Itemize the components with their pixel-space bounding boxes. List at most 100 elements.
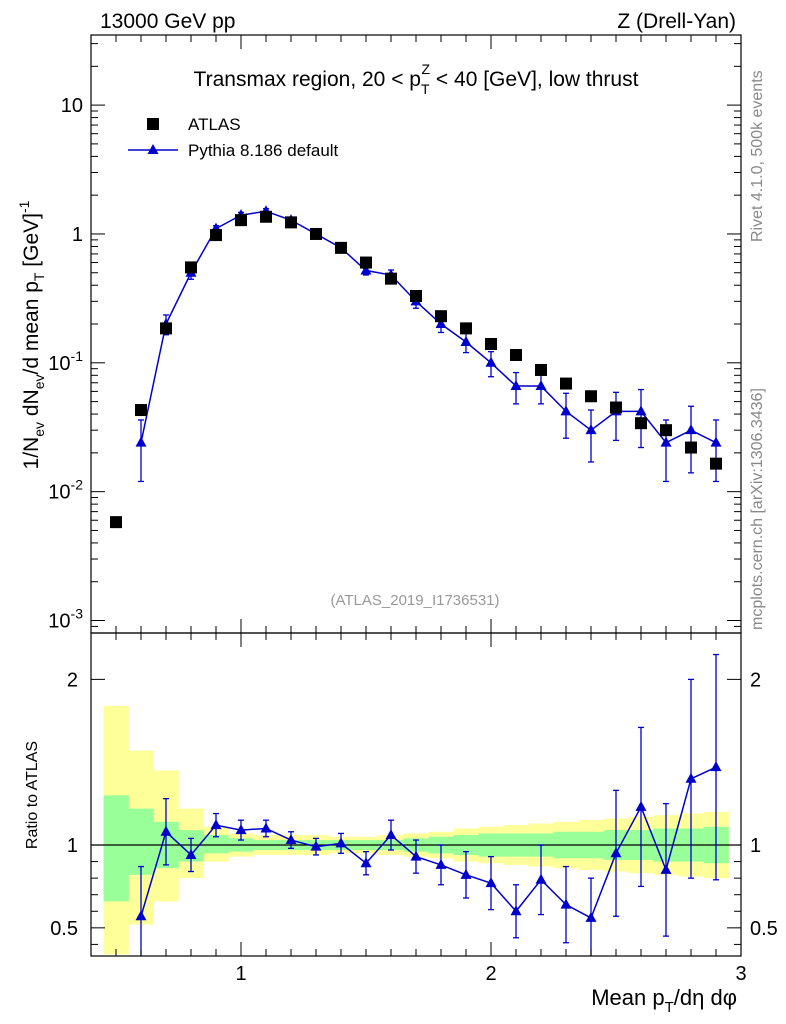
main-ytick-base: 1 <box>72 224 83 246</box>
ratio-point <box>435 858 447 869</box>
header-left: 13000 GeV pp <box>100 10 235 33</box>
ratio-xtick-label: 3 <box>735 963 746 985</box>
pythia-point <box>135 436 147 447</box>
ylabel-c-sub: T <box>31 272 47 281</box>
ratio-frame <box>90 632 742 957</box>
ratio-point <box>485 877 497 888</box>
legend: ATLAS Pythia 8.186 default <box>128 115 339 160</box>
atlas-point <box>460 322 472 335</box>
pythia-point <box>635 405 647 416</box>
ratio-green-band <box>103 795 129 902</box>
atlas-point <box>360 256 372 269</box>
ratio-ytick-label-left: 2 <box>67 669 78 691</box>
atlas-point <box>385 272 397 285</box>
ratio-green-band <box>128 808 154 875</box>
ratio-point <box>510 905 522 916</box>
ratio-point <box>135 910 147 921</box>
main-ytick-label: 1 <box>72 224 83 246</box>
main-ytick-base: 10 <box>48 353 70 375</box>
ratio-point <box>685 772 697 783</box>
ratio-point <box>560 898 572 909</box>
ratio-point <box>335 837 347 848</box>
pythia-point <box>685 424 697 435</box>
ratio-point <box>635 800 647 811</box>
ratio-point <box>710 761 722 772</box>
pythia-point <box>535 380 547 391</box>
atlas-point <box>110 516 122 529</box>
atlas-point <box>260 210 272 223</box>
title-pre: Transmax region, 20 < p <box>194 68 421 91</box>
legend-pythia-label: Pythia 8.186 default <box>188 141 339 160</box>
pythia-point <box>560 405 572 416</box>
ratio-point <box>535 873 547 884</box>
atlas-point <box>535 363 547 376</box>
ratio-point <box>610 847 622 858</box>
ratio-ylabel: Ratio to ATLAS <box>24 741 41 849</box>
atlas-point <box>660 424 672 437</box>
main-ytick-exp: -1 <box>71 348 84 364</box>
main-ytick-label: 10-3 <box>48 606 83 633</box>
ratio-xtick-label: 1 <box>235 963 246 985</box>
atlas-point <box>310 227 322 240</box>
ratio-point <box>385 829 397 840</box>
atlas-point <box>185 261 197 274</box>
ratio-point <box>285 834 297 845</box>
legend-atlas-marker <box>147 118 159 130</box>
xlabel-a: Mean p <box>591 985 664 1010</box>
ratio-point <box>210 819 222 830</box>
atlas-point <box>610 401 622 414</box>
atlas-point <box>635 417 647 430</box>
main-ytick-base: 10 <box>61 95 83 117</box>
main-title: Transmax region, 20 < pTZ < 40 [GeV], lo… <box>194 61 639 97</box>
main-ytick-label: 10-1 <box>48 348 83 375</box>
legend-atlas-label: ATLAS <box>188 115 241 134</box>
ylabel-d-sup: -1 <box>16 200 32 213</box>
ratio-ytick-label-right: 2 <box>750 669 761 691</box>
ratio-panel: 0.5 0.5 1 1 2 2 1 2 3 Ratio to ATLAS Mean pT/dη… <box>24 632 778 1016</box>
ylabel-a: 1/N <box>20 437 43 470</box>
rivet-label: Rivet 4.1.0, 500k events <box>749 70 766 242</box>
header-right: Z (Drell-Yan) <box>617 10 736 33</box>
atlas-point <box>410 289 422 302</box>
main-ytick-base: 10 <box>48 482 70 504</box>
pythia-point <box>460 336 472 347</box>
pythia-point <box>585 424 597 435</box>
main-ylabel: 1/Nev dNev/d mean pT [GeV]-1 <box>16 200 47 469</box>
ratio-green-band <box>203 835 229 854</box>
ylabel-b: dN <box>20 389 43 422</box>
atlas-point <box>160 322 172 335</box>
ratio-ytick-label-right: 1 <box>750 835 761 857</box>
mcplots-label: mcplots.cern.ch [arXiv:1306.3436] <box>749 388 766 630</box>
atlas-point <box>710 457 722 470</box>
title-sub: T <box>421 81 430 97</box>
main-ytick-label: 10-2 <box>48 477 83 504</box>
ratio-ytick-label-right: 0.5 <box>750 918 778 940</box>
pythia-point <box>435 318 447 329</box>
atlas-point <box>435 310 447 323</box>
pythia-point <box>710 436 722 447</box>
ratio-point <box>360 857 372 868</box>
legend-pythia-marker <box>147 144 159 154</box>
ylabel-b-sub: ev <box>31 374 47 389</box>
xlabel-a-sub: T <box>665 999 674 1016</box>
ratio-line <box>140 766 717 919</box>
ylabel-a-sub: ev <box>31 422 47 437</box>
ratio-point <box>585 911 597 922</box>
pythia-point <box>510 380 522 391</box>
title-post: < 40 [GeV], low thrust <box>430 68 639 91</box>
main-ytick-exp: -2 <box>71 477 84 493</box>
ratio-point <box>185 848 197 859</box>
atlas-point <box>285 216 297 229</box>
atlas-point <box>560 377 572 390</box>
pythia-point <box>485 356 497 367</box>
atlas-point <box>685 441 697 454</box>
main-ytick-base: 10 <box>48 611 70 633</box>
ylabel-d: [GeV] <box>20 213 43 273</box>
ratio-point <box>160 825 172 836</box>
atlas-point <box>235 214 247 227</box>
pythia-point <box>360 264 372 275</box>
ratio-point <box>310 840 322 851</box>
watermark: (ATLAS_2019_I1736531) <box>330 592 499 609</box>
ylabel-c: /d mean p <box>20 281 43 374</box>
